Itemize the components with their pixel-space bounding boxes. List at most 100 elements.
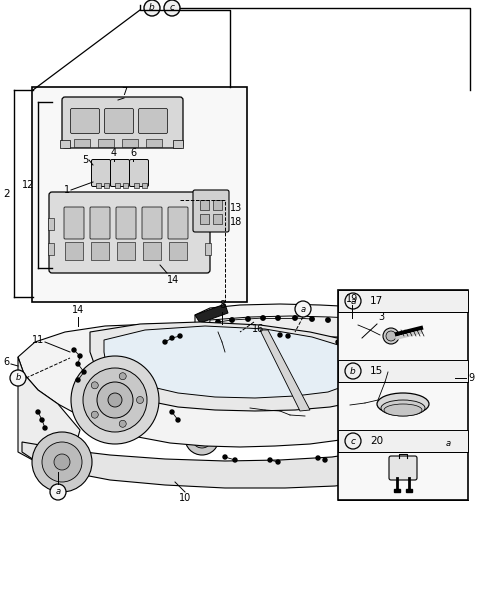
- Circle shape: [229, 335, 235, 341]
- FancyBboxPatch shape: [105, 109, 133, 133]
- Text: 12: 12: [22, 180, 34, 190]
- FancyBboxPatch shape: [254, 354, 276, 386]
- Circle shape: [278, 333, 282, 337]
- Circle shape: [170, 410, 174, 414]
- Bar: [173, 140, 183, 148]
- Polygon shape: [18, 357, 80, 472]
- Circle shape: [220, 340, 224, 344]
- Circle shape: [170, 336, 174, 340]
- Circle shape: [36, 410, 40, 414]
- Circle shape: [344, 340, 348, 344]
- Circle shape: [303, 414, 307, 418]
- Polygon shape: [190, 304, 465, 442]
- Bar: [338, 290, 468, 500]
- FancyBboxPatch shape: [242, 337, 383, 408]
- Circle shape: [293, 316, 297, 320]
- Circle shape: [119, 420, 126, 427]
- Bar: [60, 140, 70, 148]
- Bar: [134, 183, 139, 188]
- Circle shape: [82, 370, 86, 374]
- Circle shape: [323, 458, 327, 462]
- Bar: [32, 87, 247, 302]
- Polygon shape: [104, 326, 364, 398]
- Circle shape: [54, 454, 70, 470]
- FancyBboxPatch shape: [388, 335, 432, 367]
- Circle shape: [119, 373, 126, 380]
- Text: 10: 10: [179, 493, 191, 503]
- Circle shape: [368, 328, 372, 332]
- Circle shape: [78, 354, 82, 358]
- Circle shape: [316, 456, 320, 460]
- FancyBboxPatch shape: [284, 354, 306, 386]
- Text: c: c: [169, 4, 175, 13]
- Ellipse shape: [384, 404, 422, 416]
- Text: a: a: [350, 296, 356, 305]
- Polygon shape: [340, 352, 420, 462]
- Circle shape: [383, 328, 399, 344]
- Circle shape: [233, 458, 237, 462]
- Circle shape: [362, 430, 398, 466]
- Text: 16: 16: [252, 324, 264, 334]
- Text: 2: 2: [3, 189, 10, 199]
- Circle shape: [178, 334, 182, 338]
- Circle shape: [268, 458, 272, 462]
- Text: b: b: [15, 373, 21, 383]
- Circle shape: [223, 455, 227, 459]
- Circle shape: [108, 393, 122, 407]
- Ellipse shape: [377, 393, 429, 415]
- Circle shape: [91, 411, 98, 418]
- Bar: [91, 242, 109, 260]
- Ellipse shape: [226, 333, 238, 343]
- Circle shape: [246, 317, 250, 321]
- Circle shape: [43, 426, 47, 430]
- Circle shape: [10, 370, 26, 386]
- Circle shape: [32, 432, 92, 492]
- Bar: [48, 218, 54, 230]
- FancyBboxPatch shape: [90, 207, 110, 239]
- Text: 1: 1: [64, 185, 70, 195]
- FancyBboxPatch shape: [139, 109, 168, 133]
- Circle shape: [263, 408, 267, 412]
- FancyBboxPatch shape: [413, 335, 427, 353]
- Text: 15: 15: [370, 366, 383, 376]
- Circle shape: [295, 301, 311, 317]
- Text: 9: 9: [468, 373, 474, 383]
- Circle shape: [276, 460, 280, 464]
- FancyBboxPatch shape: [389, 456, 417, 480]
- Bar: [205, 243, 211, 255]
- Circle shape: [223, 350, 227, 354]
- Circle shape: [144, 0, 160, 16]
- FancyBboxPatch shape: [193, 190, 229, 232]
- Bar: [406, 489, 412, 492]
- Text: b: b: [149, 4, 155, 13]
- Circle shape: [336, 340, 340, 344]
- Circle shape: [383, 380, 387, 384]
- Polygon shape: [22, 438, 418, 488]
- Circle shape: [42, 442, 82, 482]
- FancyBboxPatch shape: [130, 160, 148, 187]
- Bar: [200, 214, 209, 224]
- Bar: [213, 214, 222, 224]
- Text: 20: 20: [370, 436, 383, 446]
- Circle shape: [230, 318, 234, 322]
- Text: 13: 13: [230, 203, 242, 213]
- Polygon shape: [90, 322, 385, 411]
- Bar: [205, 218, 211, 230]
- Text: 7: 7: [121, 87, 127, 97]
- Bar: [213, 200, 222, 210]
- FancyBboxPatch shape: [391, 381, 407, 389]
- Bar: [115, 183, 120, 188]
- FancyBboxPatch shape: [62, 97, 183, 148]
- Circle shape: [310, 317, 314, 321]
- FancyBboxPatch shape: [64, 207, 84, 239]
- Text: 5: 5: [82, 155, 88, 165]
- Bar: [96, 183, 101, 188]
- Circle shape: [386, 370, 390, 374]
- FancyBboxPatch shape: [142, 207, 162, 239]
- Circle shape: [440, 435, 456, 451]
- Circle shape: [176, 418, 180, 422]
- Circle shape: [248, 406, 252, 410]
- Circle shape: [376, 398, 380, 402]
- Circle shape: [50, 484, 66, 500]
- Bar: [123, 183, 128, 188]
